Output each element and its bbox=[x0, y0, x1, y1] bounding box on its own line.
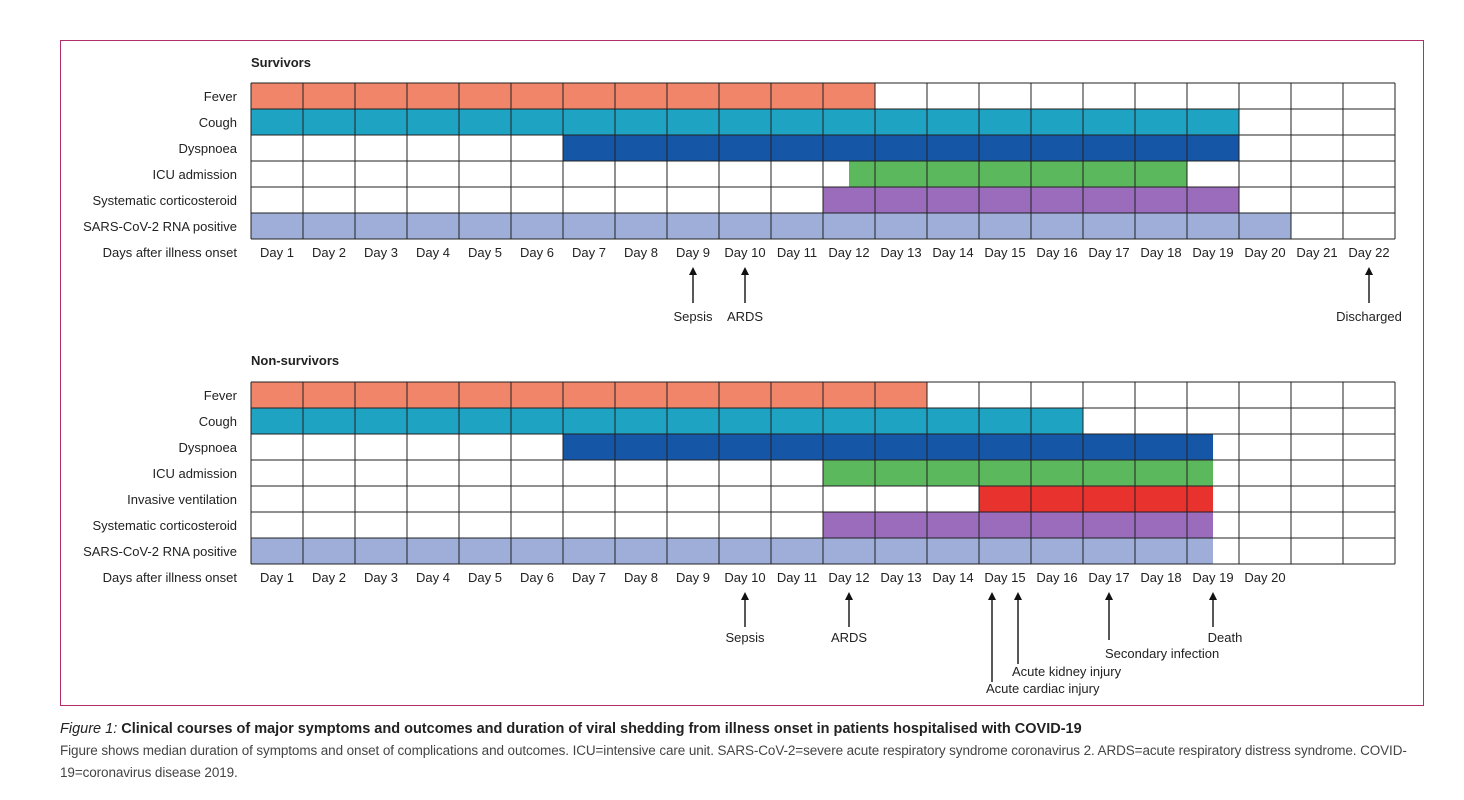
duration-bar bbox=[823, 460, 1213, 486]
axis-label: Days after illness onset bbox=[103, 570, 238, 585]
row-label: Systematic corticosteroid bbox=[93, 518, 238, 533]
day-tick-label: Day 12 bbox=[828, 570, 869, 585]
day-tick-label: Day 6 bbox=[520, 570, 554, 585]
row-label: Fever bbox=[204, 89, 238, 104]
day-tick-label: Day 6 bbox=[520, 245, 554, 260]
day-tick-label: Day 1 bbox=[260, 570, 294, 585]
day-tick-label: Day 5 bbox=[468, 245, 502, 260]
day-tick-label: Day 18 bbox=[1140, 570, 1181, 585]
event-label: Death bbox=[1208, 630, 1243, 645]
day-tick-label: Day 19 bbox=[1192, 245, 1233, 260]
duration-bar bbox=[251, 382, 927, 408]
event-arrowhead bbox=[1209, 592, 1217, 600]
day-tick-label: Day 3 bbox=[364, 570, 398, 585]
day-tick-label: Day 14 bbox=[932, 245, 973, 260]
day-tick-label: Day 20 bbox=[1244, 570, 1285, 585]
panel-title: Survivors bbox=[251, 55, 311, 70]
day-tick-label: Day 11 bbox=[777, 570, 817, 585]
row-label: Systematic corticosteroid bbox=[93, 193, 238, 208]
day-tick-label: Day 18 bbox=[1140, 245, 1181, 260]
row-label: ICU admission bbox=[152, 466, 237, 481]
event-label: Discharged bbox=[1336, 309, 1402, 324]
row-label: Fever bbox=[204, 388, 238, 403]
row-label: Cough bbox=[199, 115, 237, 130]
day-tick-label: Day 13 bbox=[880, 245, 921, 260]
duration-bar bbox=[251, 109, 1239, 135]
row-label: ICU admission bbox=[152, 167, 237, 182]
duration-bar bbox=[979, 486, 1213, 512]
day-tick-label: Day 22 bbox=[1348, 245, 1389, 260]
duration-bar bbox=[823, 512, 1213, 538]
day-tick-label: Day 14 bbox=[932, 570, 973, 585]
day-tick-label: Day 16 bbox=[1036, 570, 1077, 585]
day-tick-label: Day 19 bbox=[1192, 570, 1233, 585]
day-tick-label: Day 11 bbox=[777, 245, 817, 260]
row-label: Invasive ventilation bbox=[127, 492, 237, 507]
row-label: Dyspnoea bbox=[178, 141, 237, 156]
day-tick-label: Day 17 bbox=[1088, 245, 1129, 260]
row-label: SARS-CoV-2 RNA positive bbox=[83, 219, 237, 234]
day-tick-label: Day 10 bbox=[724, 245, 765, 260]
caption-title-text: Clinical courses of major symptoms and o… bbox=[121, 721, 1082, 737]
day-tick-label: Day 21 bbox=[1296, 245, 1337, 260]
day-tick-label: Day 7 bbox=[572, 570, 606, 585]
duration-bar bbox=[251, 538, 1213, 564]
event-arrowhead bbox=[741, 592, 749, 600]
event-label: Sepsis bbox=[673, 309, 713, 324]
day-tick-label: Day 8 bbox=[624, 570, 658, 585]
event-arrowhead bbox=[1014, 592, 1022, 600]
day-tick-label: Day 1 bbox=[260, 245, 294, 260]
day-tick-label: Day 15 bbox=[984, 245, 1025, 260]
figure-label: Figure 1: bbox=[60, 721, 118, 737]
caption-title: Figure 1: Clinical courses of major symp… bbox=[60, 718, 1430, 740]
day-tick-label: Day 3 bbox=[364, 245, 398, 260]
panel-title: Non-survivors bbox=[251, 353, 339, 368]
day-tick-label: Day 9 bbox=[676, 570, 710, 585]
axis-label: Days after illness onset bbox=[103, 245, 238, 260]
event-label: Acute cardiac injury bbox=[986, 681, 1100, 696]
row-label: Cough bbox=[199, 414, 237, 429]
duration-bar bbox=[563, 434, 1213, 460]
day-tick-label: Day 4 bbox=[416, 570, 450, 585]
figure-frame bbox=[60, 40, 1424, 706]
day-tick-label: Day 7 bbox=[572, 245, 606, 260]
event-arrowhead bbox=[988, 592, 996, 600]
day-tick-label: Day 10 bbox=[724, 570, 765, 585]
event-arrowhead bbox=[741, 267, 749, 275]
event-label: ARDS bbox=[727, 309, 763, 324]
event-arrowhead bbox=[689, 267, 697, 275]
row-label: SARS-CoV-2 RNA positive bbox=[83, 544, 237, 559]
event-label: Sepsis bbox=[725, 630, 765, 645]
event-arrowhead bbox=[1365, 267, 1373, 275]
event-label: Acute kidney injury bbox=[1012, 664, 1122, 679]
day-tick-label: Day 16 bbox=[1036, 245, 1077, 260]
day-tick-label: Day 12 bbox=[828, 245, 869, 260]
day-tick-label: Day 2 bbox=[312, 245, 346, 260]
day-tick-label: Day 15 bbox=[984, 570, 1025, 585]
timeline-charts: Survivors Fever Cough Dyspnoea ICU admission… bbox=[83, 55, 1402, 696]
day-tick-label: Day 13 bbox=[880, 570, 921, 585]
day-tick-label: Day 17 bbox=[1088, 570, 1129, 585]
event-arrowhead bbox=[1105, 592, 1113, 600]
day-tick-label: Day 4 bbox=[416, 245, 450, 260]
day-tick-label: Day 9 bbox=[676, 245, 710, 260]
day-tick-label: Day 20 bbox=[1244, 245, 1285, 260]
event-label: Secondary infection bbox=[1105, 646, 1219, 661]
duration-bar bbox=[849, 161, 1187, 187]
caption-body: Figure shows median duration of symptoms… bbox=[60, 743, 1407, 780]
day-tick-label: Day 2 bbox=[312, 570, 346, 585]
event-arrowhead bbox=[845, 592, 853, 600]
duration-bar bbox=[563, 135, 1239, 161]
event-label: ARDS bbox=[831, 630, 867, 645]
row-label: Dyspnoea bbox=[178, 440, 237, 455]
day-tick-label: Day 8 bbox=[624, 245, 658, 260]
day-tick-label: Day 5 bbox=[468, 570, 502, 585]
